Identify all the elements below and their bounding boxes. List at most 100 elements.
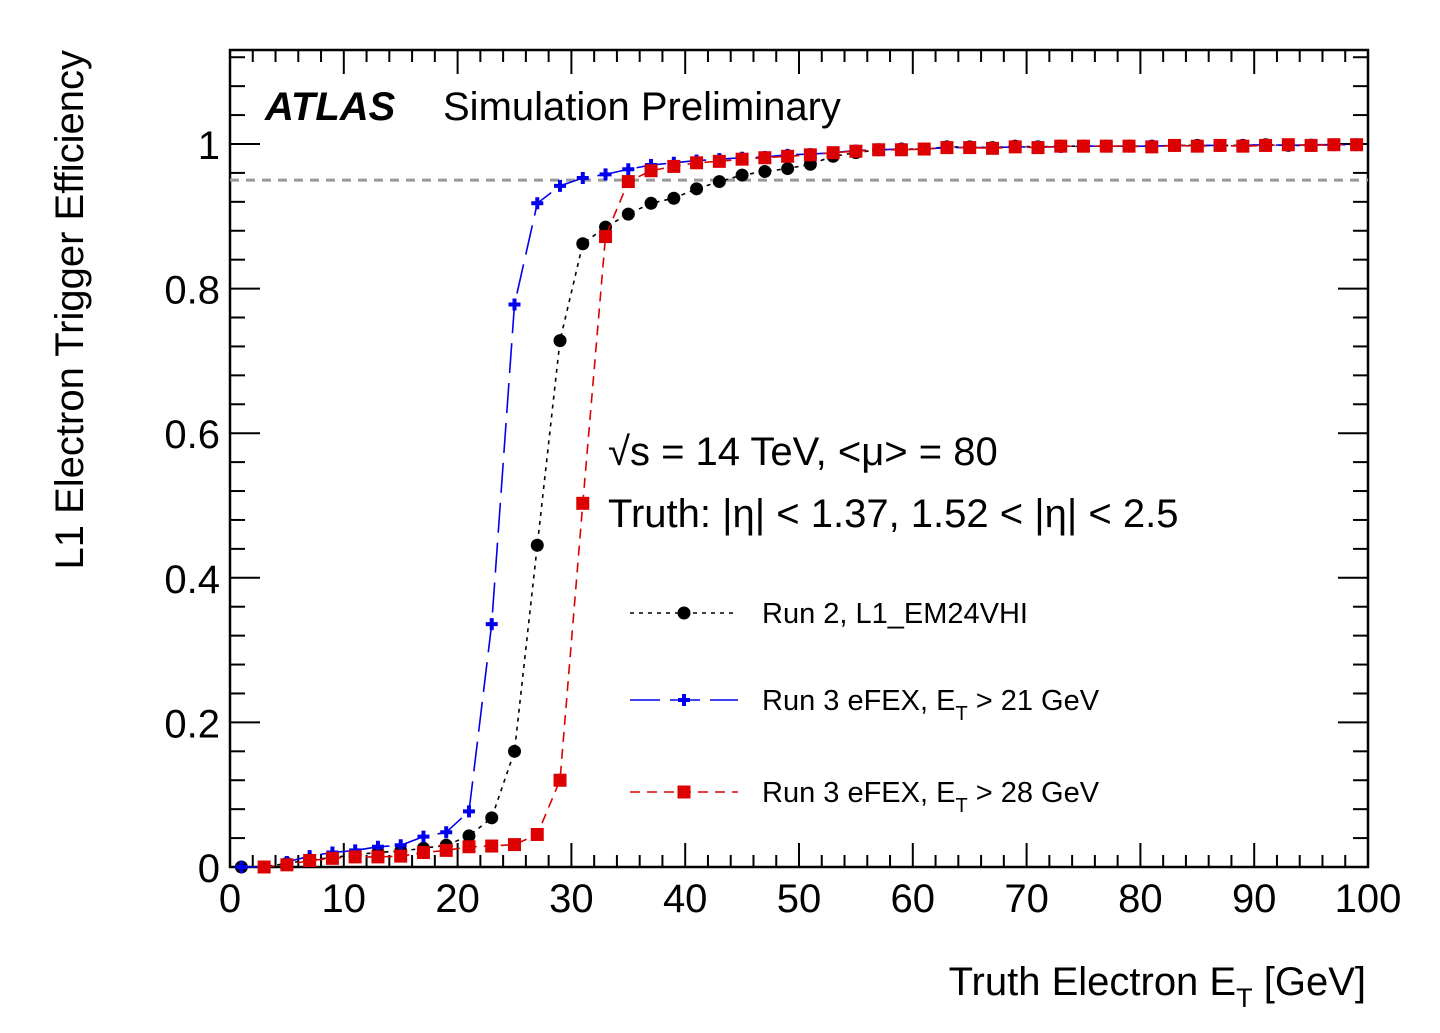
data-point (621, 175, 635, 189)
data-point (576, 171, 589, 184)
data-point (485, 618, 498, 631)
series-layer (234, 138, 1364, 874)
data-point (599, 230, 613, 244)
data-point (394, 839, 407, 852)
data-point (1099, 139, 1113, 153)
data-point (1350, 138, 1364, 152)
x-tick-label: 10 (322, 877, 367, 921)
data-point (712, 154, 726, 168)
data-point (1327, 138, 1341, 152)
x-axis-title-main: Truth Electron E (949, 960, 1237, 1004)
data-point (371, 850, 385, 864)
x-tick-label: 60 (891, 877, 936, 921)
data-point (530, 827, 544, 841)
simulation-preliminary-label: Simulation Preliminary (443, 85, 841, 129)
data-point (1236, 139, 1250, 153)
data-point (462, 805, 475, 818)
data-point (1281, 138, 1295, 152)
data-point (1008, 140, 1022, 154)
legend-marker (677, 785, 691, 799)
x-tick-label: 40 (663, 877, 708, 921)
series-3 (257, 138, 1364, 874)
data-point (325, 851, 339, 865)
data-point (781, 162, 795, 176)
data-point (235, 861, 248, 873)
data-point (1304, 138, 1318, 152)
eta-range-annotation: Truth: |η| < 1.37, 1.52 < |η| < 2.5 (608, 492, 1178, 536)
data-point (781, 149, 795, 163)
y-tick-label: 0.8 (164, 269, 220, 313)
y-axis-ticks: 0 0.2 0.4 0.6 0.8 1 (164, 56, 1368, 891)
data-point (508, 298, 521, 311)
data-point (735, 168, 749, 182)
data-point (280, 858, 294, 872)
legend-marker (677, 606, 691, 620)
data-point (872, 143, 886, 157)
legend-entry-3: Run 3 eFEX, ET > 28 GeV (630, 777, 1100, 817)
data-point (644, 196, 658, 210)
data-point (554, 179, 567, 192)
y-tick-label: 1 (198, 124, 220, 168)
data-point (917, 142, 931, 156)
data-point (439, 843, 453, 857)
x-tick-label: 50 (777, 877, 822, 921)
data-point (940, 141, 954, 155)
data-point (1190, 139, 1204, 153)
x-axis-title-subscript: T (1236, 983, 1253, 1013)
data-point (553, 334, 567, 348)
x-tick-label: 70 (1004, 877, 1049, 921)
data-point (417, 830, 430, 843)
data-point (576, 237, 590, 251)
data-point (394, 849, 408, 863)
data-point (416, 846, 430, 860)
data-point (963, 141, 977, 155)
data-point (1145, 140, 1159, 154)
legend-label: Run 3 eFEX, ET > 28 GeV (762, 777, 1100, 817)
legend-label: Run 3 eFEX, ET > 21 GeV (762, 685, 1100, 725)
energy-pileup-annotation: √s = 14 TeV, <μ> = 80 (608, 430, 998, 474)
data-point (508, 838, 521, 852)
data-point (621, 207, 635, 221)
y-tick-label: 0 (198, 847, 220, 891)
legend-entry-1: Run 2, L1_EM24VHI (630, 598, 1028, 630)
legend-label: Run 2, L1_EM24VHI (762, 598, 1028, 630)
data-point (690, 156, 704, 170)
data-point (257, 860, 271, 874)
data-point (508, 744, 521, 758)
data-point (1077, 139, 1090, 153)
data-point (667, 191, 681, 205)
data-point (303, 853, 317, 867)
y-tick-label: 0.2 (164, 702, 220, 746)
x-axis-ticks: 0 10 20 30 40 50 60 70 80 90 100 (219, 50, 1402, 921)
data-point (894, 143, 908, 157)
data-point (1213, 138, 1227, 152)
data-point (462, 829, 476, 843)
data-point (348, 850, 362, 864)
data-point (712, 175, 726, 189)
data-point (462, 840, 476, 854)
data-point (553, 773, 567, 787)
y-tick-label: 0.6 (164, 413, 220, 457)
data-point (530, 538, 544, 552)
y-axis-title: L1 Electron Trigger Efficiency (48, 50, 92, 570)
data-point (849, 144, 863, 158)
data-point (1122, 139, 1136, 153)
data-point (440, 826, 453, 839)
data-point (667, 159, 681, 173)
data-point (1031, 141, 1045, 155)
x-tick-label: 20 (435, 877, 480, 921)
legend-marker (678, 694, 690, 706)
legend: Run 2, L1_EM24VHI Run 3 eFEX, ET > 21 GeV… (630, 598, 1100, 817)
x-tick-label: 0 (219, 877, 241, 921)
x-axis-title: Truth Electron ET [GeV] (949, 960, 1366, 1013)
data-point (622, 163, 635, 176)
data-point (644, 164, 658, 178)
y-tick-label: 0.4 (164, 558, 220, 602)
data-point (803, 148, 817, 162)
x-tick-label: 100 (1335, 877, 1402, 921)
x-axis-title-unit: [GeV] (1264, 960, 1366, 1004)
data-point (485, 811, 499, 825)
data-point (531, 197, 544, 210)
data-point (690, 182, 704, 196)
